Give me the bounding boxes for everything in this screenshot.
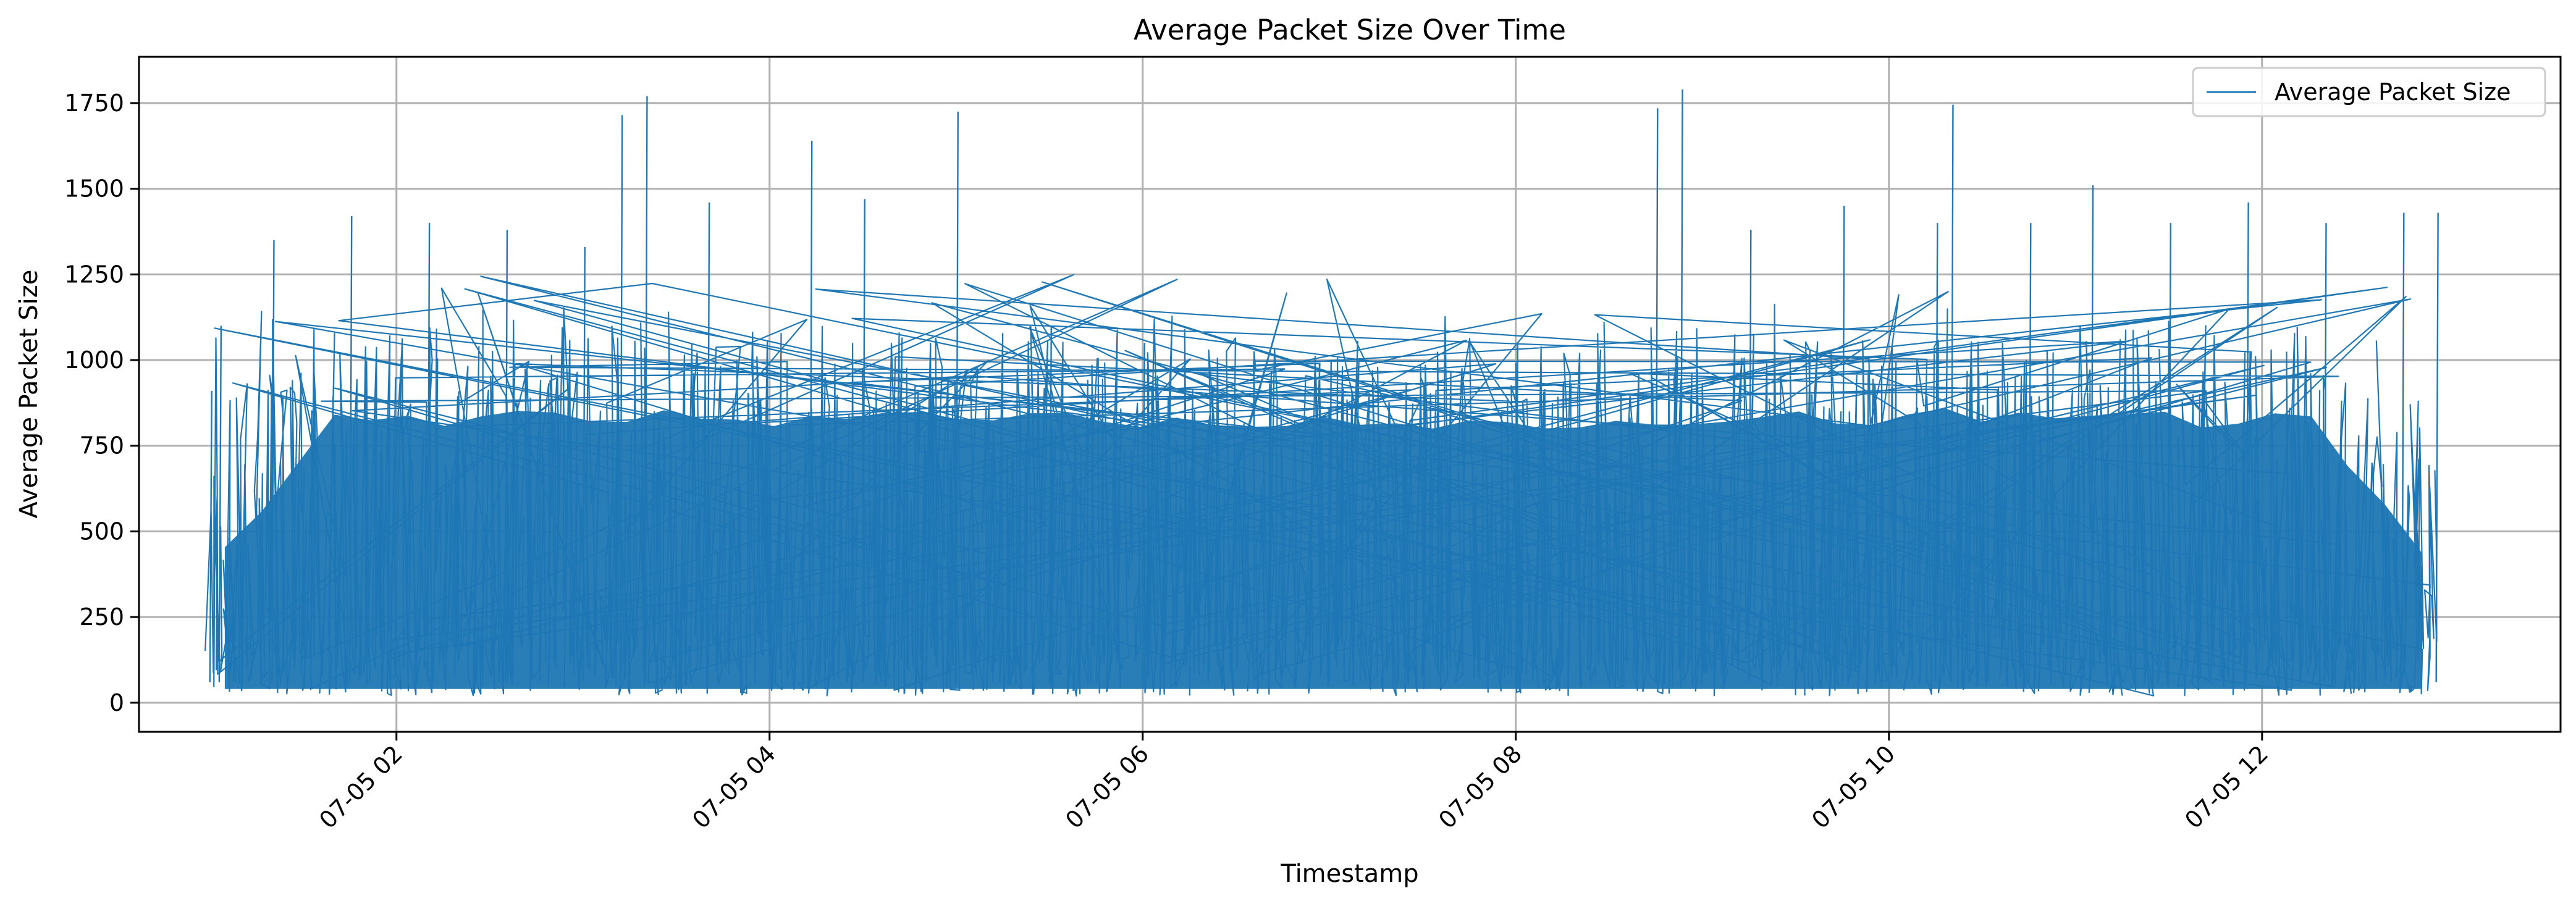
- y-tick-label: 0: [109, 689, 124, 716]
- y-axis-label: Average Packet Size: [15, 270, 43, 519]
- data-point-spike: [1515, 343, 1519, 682]
- y-tick-label: 250: [79, 603, 124, 631]
- data-point-spike: [619, 115, 623, 682]
- data-point-spike: [1950, 104, 1954, 682]
- data-point-spike: [2090, 185, 2094, 682]
- data-point-spike: [862, 199, 865, 682]
- data-point-spike: [1328, 360, 1332, 682]
- data-point-spike: [218, 325, 222, 682]
- data-point-spike: [809, 140, 813, 682]
- data-point-spike: [349, 216, 353, 682]
- data-point-spike: [2246, 202, 2249, 682]
- plot-area: [204, 89, 2439, 697]
- data-point-spike: [644, 96, 648, 682]
- series-dense-band: [224, 408, 2422, 689]
- data-point-spike: [1142, 343, 1145, 682]
- y-tick-label: 750: [79, 432, 124, 459]
- y-tick-label: 1000: [64, 346, 124, 374]
- data-point-spike: [2435, 212, 2439, 682]
- data-point-spike: [1680, 89, 1683, 682]
- x-axis-label: Timestamp: [1280, 860, 1418, 888]
- data-point-spike: [1048, 325, 1052, 682]
- y-tick-label: 1750: [64, 90, 124, 117]
- legend-box: [2192, 67, 2546, 117]
- data-point-spike: [955, 111, 959, 682]
- x-tick-label: 07-05 08: [1433, 740, 1527, 834]
- x-tick-label: 07-05 12: [2179, 740, 2273, 834]
- chart-title: Average Packet Size Over Time: [1134, 14, 1566, 46]
- data-point-spike: [2323, 223, 2327, 682]
- x-tick-label: 07-05 10: [1806, 740, 1900, 834]
- y-tick-label: 1250: [64, 261, 124, 288]
- y-tick-label: 500: [79, 518, 124, 545]
- plot-frame: [138, 56, 2562, 733]
- data-point-spike: [2168, 223, 2172, 682]
- legend: Average Packet Size: [2192, 67, 2546, 117]
- y-tick-label: 1500: [64, 175, 124, 203]
- x-tick-label: 07-05 02: [314, 740, 408, 834]
- data-point-spike: [271, 240, 275, 682]
- data-point-spike: [2401, 212, 2405, 682]
- data-point-spike: [2028, 223, 2032, 682]
- x-tick-label: 07-05 04: [687, 740, 781, 834]
- data-point-spike: [1935, 223, 1938, 682]
- data-point-spike: [582, 246, 586, 682]
- data-point-spike: [426, 223, 431, 682]
- data-point-spike: [504, 230, 508, 682]
- data-point-spike: [1842, 206, 1845, 682]
- data-point-spike: [209, 390, 213, 682]
- data-point-spike: [1748, 230, 1752, 682]
- legend-label: Average Packet Size: [2275, 78, 2511, 106]
- data-point-spike: [1655, 108, 1659, 682]
- x-tick-label: 07-05 06: [1060, 740, 1154, 834]
- data-point-spike: [706, 202, 710, 682]
